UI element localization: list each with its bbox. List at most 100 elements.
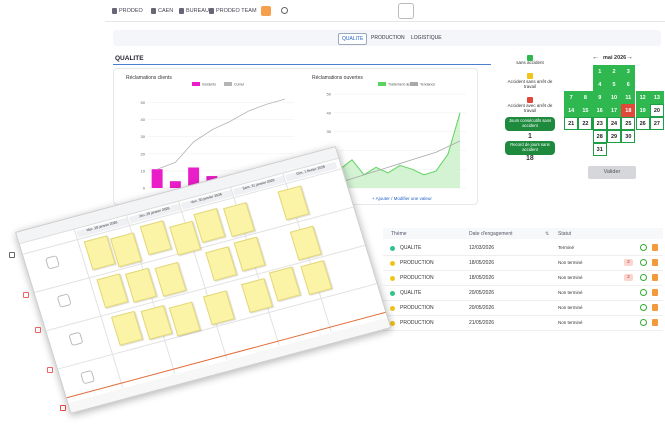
cal-day[interactable]: 2: [606, 65, 622, 78]
sidebar-icon[interactable]: [9, 252, 15, 258]
area: [340, 112, 460, 188]
nav-item[interactable]: BUREAU: [186, 8, 209, 14]
nav-item[interactable]: CAEN: [158, 8, 174, 14]
sticky-note[interactable]: [233, 236, 266, 272]
delete-button[interactable]: [652, 274, 658, 281]
cal-day-number: 19: [639, 107, 646, 114]
cal-day-number: 28: [593, 131, 606, 142]
delete-button[interactable]: [652, 304, 658, 311]
row-line: [383, 315, 663, 316]
record-button[interactable]: Record de jours sans accident: [505, 141, 555, 155]
cal-day-number: 16: [596, 107, 603, 114]
cal-day[interactable]: 22: [578, 117, 593, 130]
y-tick-label: 10: [141, 168, 146, 173]
add-value-link[interactable]: + Ajouter / Modifier une valeur: [372, 196, 432, 201]
tab[interactable]: LOGISTIQUE: [411, 35, 442, 41]
legend-label: Incidents: [202, 83, 216, 87]
cal-day-number: 25: [622, 118, 635, 129]
cal-day[interactable]: 17: [606, 104, 622, 117]
sticky-note[interactable]: [139, 220, 172, 256]
cal-day[interactable]: 20: [649, 104, 665, 117]
y-tick-label: 30: [141, 134, 146, 139]
sticky-note[interactable]: [96, 273, 129, 309]
cal-day[interactable]: 12: [635, 91, 650, 104]
sticky-note[interactable]: [193, 207, 226, 243]
cal-day[interactable]: 13: [649, 91, 665, 104]
cal-day[interactable]: 14: [564, 104, 579, 117]
legend-label: Tendance: [420, 83, 435, 87]
cal-day[interactable]: 9: [592, 91, 607, 104]
cal-day[interactable]: 29: [606, 130, 622, 143]
settings-icon[interactable]: [261, 6, 271, 16]
cal-day-number: 22: [579, 118, 592, 129]
sticky-note[interactable]: [277, 185, 310, 221]
status: Terminé: [558, 245, 575, 250]
edit-button[interactable]: [640, 304, 647, 311]
cal-day[interactable]: 5: [606, 78, 622, 91]
sidebar-icon[interactable]: [47, 367, 53, 373]
cal-next[interactable]: →: [626, 54, 633, 61]
cal-day-number: 13: [653, 94, 660, 101]
cal-day[interactable]: 16: [592, 104, 607, 117]
tab[interactable]: QUALITE: [338, 33, 368, 45]
nav-icon: [112, 8, 117, 14]
cal-day[interactable]: 25: [621, 117, 636, 130]
sticky-note[interactable]: [268, 266, 301, 302]
delete-button[interactable]: [652, 319, 658, 326]
sticky-note[interactable]: [154, 261, 187, 297]
sidebar-icon[interactable]: [60, 405, 66, 411]
cal-day[interactable]: 1: [592, 65, 607, 78]
cal-day[interactable]: 8: [578, 91, 593, 104]
cal-day[interactable]: 19: [635, 104, 650, 117]
cal-prev[interactable]: ←: [592, 54, 599, 61]
row-line: [383, 330, 663, 331]
cal-day[interactable]: 3: [621, 65, 636, 78]
validate-button[interactable]: Valider: [588, 166, 636, 179]
nav-icon: [209, 8, 214, 14]
cal-day[interactable]: 4: [592, 78, 607, 91]
cal-day[interactable]: 28: [592, 130, 607, 143]
sticky-note[interactable]: [140, 304, 173, 340]
top-bar: [105, 0, 665, 22]
nav-item[interactable]: PRODEO TEAM: [216, 8, 257, 14]
edit-button[interactable]: [640, 289, 647, 296]
streak-button[interactable]: Jours consécutifs sans accident: [505, 117, 555, 131]
logo: [398, 3, 414, 19]
cal-day-number: 12: [639, 94, 646, 101]
cal-day-number: 26: [636, 118, 649, 129]
cal-day[interactable]: 30: [621, 130, 636, 143]
cal-day[interactable]: 24: [606, 117, 622, 130]
edit-button[interactable]: [640, 319, 647, 326]
cal-day[interactable]: 27: [649, 117, 665, 130]
edit-button[interactable]: [640, 274, 647, 281]
edit-button[interactable]: [640, 259, 647, 266]
delete-button[interactable]: [652, 259, 658, 266]
cal-day[interactable]: 23: [592, 117, 607, 130]
sticky-note[interactable]: [289, 225, 322, 261]
sticky-note[interactable]: [202, 290, 235, 326]
sidebar-icon[interactable]: [23, 292, 29, 298]
sidebar-icon[interactable]: [35, 327, 41, 333]
delete-button[interactable]: [652, 289, 658, 296]
cal-day[interactable]: 21: [564, 117, 579, 130]
sticky-note[interactable]: [300, 260, 333, 296]
nav-item[interactable]: PRODEO: [119, 8, 143, 14]
cal-day[interactable]: 26: [635, 117, 650, 130]
cal-day[interactable]: 10: [606, 91, 622, 104]
cal-day[interactable]: 31: [592, 143, 607, 156]
sticky-note[interactable]: [111, 310, 143, 346]
cal-day[interactable]: 15: [578, 104, 593, 117]
tab[interactable]: PRODUCTION: [371, 35, 405, 41]
sticky-note[interactable]: [125, 267, 157, 303]
cal-day[interactable]: 11: [621, 91, 636, 104]
edit-button[interactable]: [640, 244, 647, 251]
cal-day[interactable]: 18: [621, 104, 636, 117]
sticky-note[interactable]: [223, 202, 256, 238]
cal-day[interactable]: 7: [564, 91, 579, 104]
cal-day[interactable]: 6: [621, 78, 636, 91]
sticky-note[interactable]: [241, 278, 273, 313]
delete-button[interactable]: [652, 244, 658, 251]
sticky-note[interactable]: [168, 301, 201, 337]
help-icon[interactable]: [281, 7, 288, 14]
sticky-note[interactable]: [205, 246, 238, 282]
